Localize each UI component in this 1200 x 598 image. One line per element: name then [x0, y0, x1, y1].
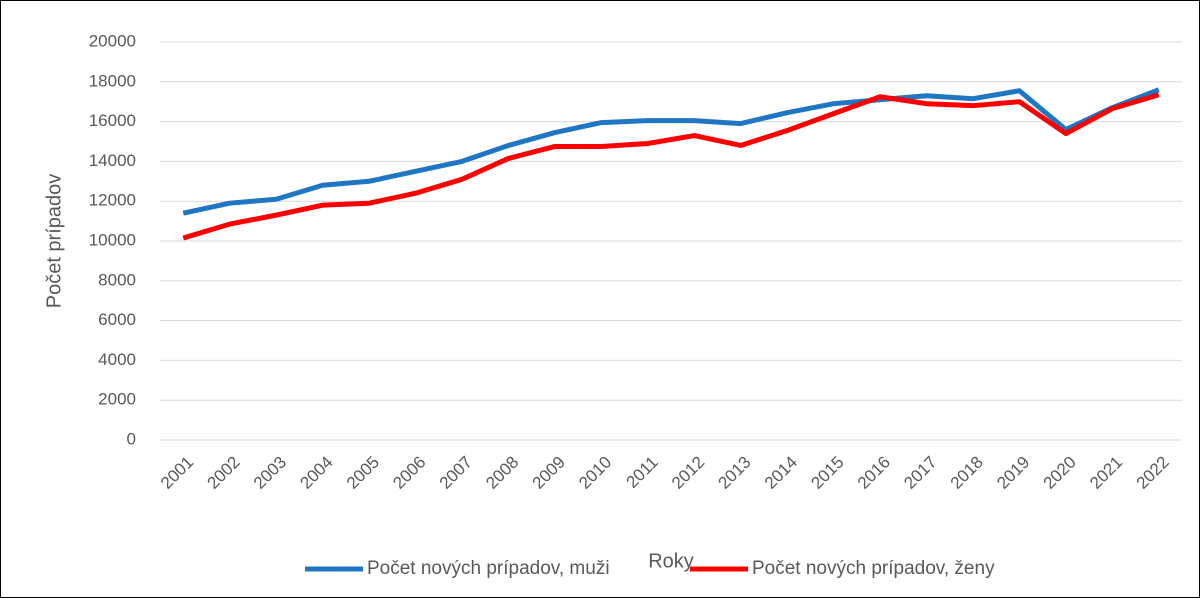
legend-label: Počet nových prípadov, ženy	[752, 558, 995, 579]
y-tick-label: 8000	[98, 270, 136, 289]
y-tick-label: 10000	[89, 230, 136, 249]
y-tick-label: 14000	[89, 151, 136, 170]
y-tick-label: 0	[127, 429, 136, 448]
y-tick-label: 18000	[89, 71, 136, 90]
y-tick-label: 4000	[98, 350, 136, 369]
y-tick-label: 2000	[98, 390, 136, 409]
y-tick-label: 6000	[98, 310, 136, 329]
y-axis-title: Počet prípadov	[43, 174, 65, 309]
legend-label: Počet nových prípadov, muži	[367, 558, 610, 579]
x-axis-title: Roky	[648, 550, 694, 572]
y-tick-label: 20000	[89, 31, 136, 50]
y-tick-label: 16000	[89, 111, 136, 130]
line-series	[182, 87, 1160, 216]
line-series	[182, 92, 1160, 241]
y-tick-label: 12000	[89, 191, 136, 210]
